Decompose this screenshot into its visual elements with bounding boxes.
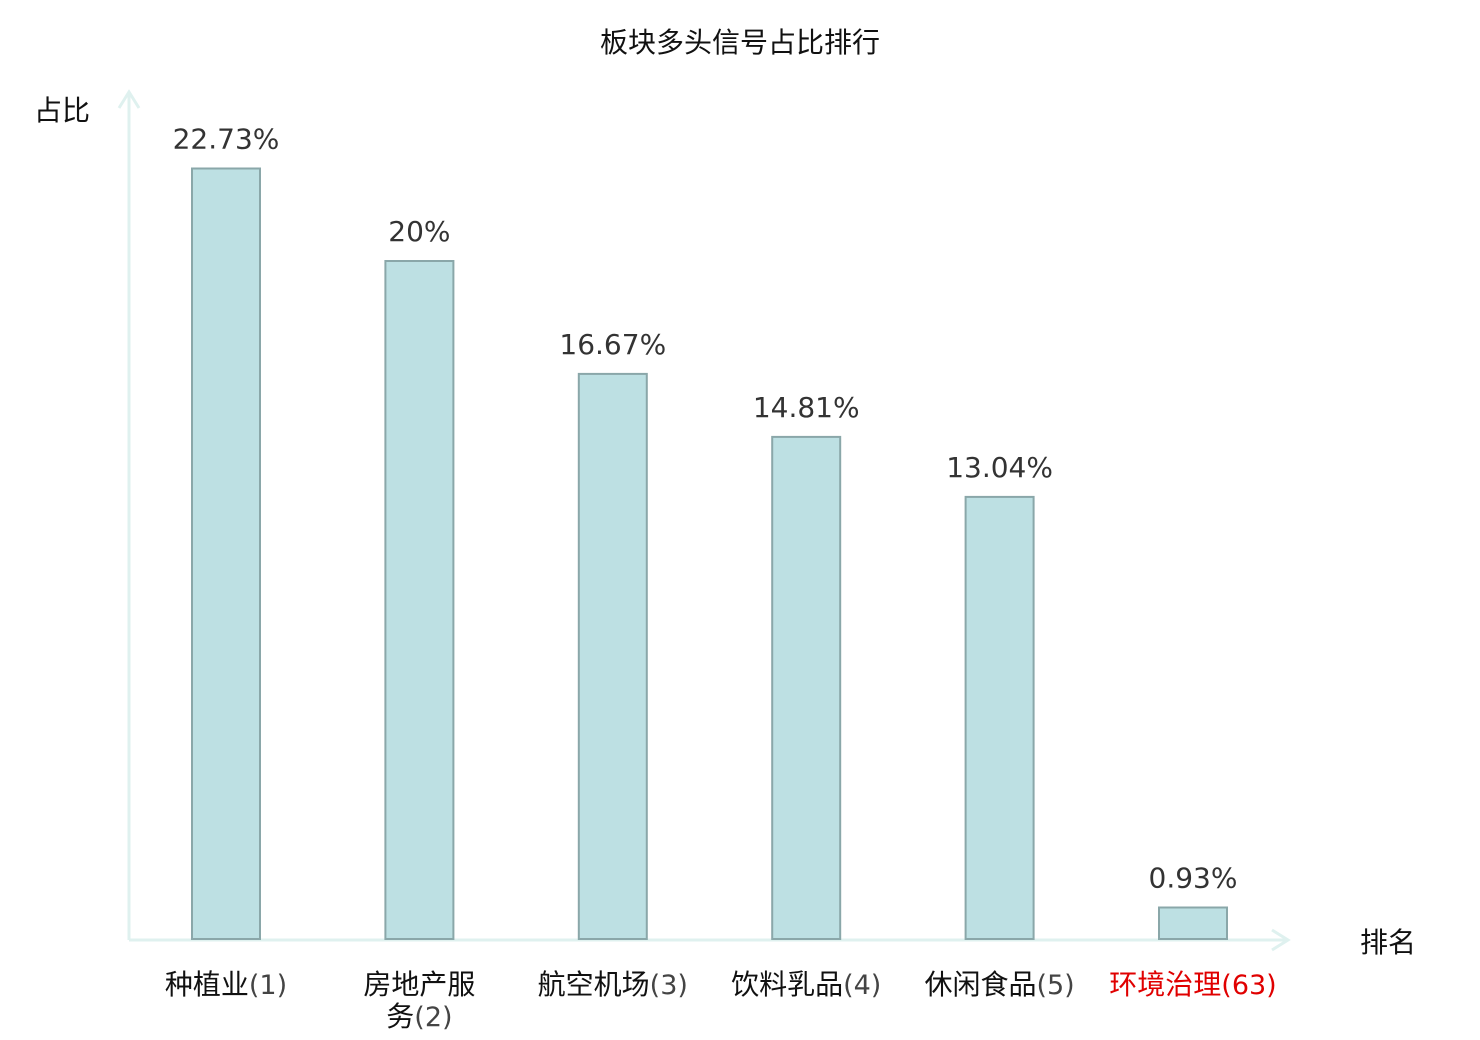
value-label-3: 16.67% (559, 328, 666, 361)
x-axis-arrow (1271, 928, 1291, 952)
category-label-4: 饮料乳品(4) (731, 968, 881, 1001)
chart-title: 板块多头信号占比排行 (600, 26, 880, 59)
bar-6 (1158, 906, 1228, 940)
bar-4 (771, 435, 842, 940)
x-axis-label: 排名 (1360, 926, 1416, 959)
category-label-1: 种植业(1) (165, 968, 287, 1001)
bar-3 (577, 372, 648, 940)
bar-1 (191, 167, 261, 940)
bar-2 (384, 260, 455, 940)
value-label-6: 0.93% (1149, 862, 1238, 895)
bar-5 (964, 495, 1035, 940)
category-label-6: 环境治理(63) (1109, 968, 1276, 1001)
value-label-2: 20% (388, 215, 450, 248)
value-label-4: 14.81% (753, 391, 860, 424)
y-axis-label: 占比 (34, 94, 90, 127)
category-label-5: 休闲食品(5) (924, 968, 1074, 1001)
category-label-3: 航空机场(3) (538, 968, 688, 1001)
bars-group (191, 167, 1228, 940)
category-label-2-line1: 房地产服 (363, 968, 475, 1001)
category-label-2-line2: 务(2) (386, 1000, 452, 1033)
value-label-1: 22.73% (173, 123, 280, 156)
y-axis-arrow (117, 89, 141, 109)
axes (117, 89, 1291, 952)
value-label-5: 13.04% (946, 451, 1053, 484)
value-labels-group: 22.73% 20% 16.67% 14.81% 13.04% 0.93% (173, 123, 1238, 895)
